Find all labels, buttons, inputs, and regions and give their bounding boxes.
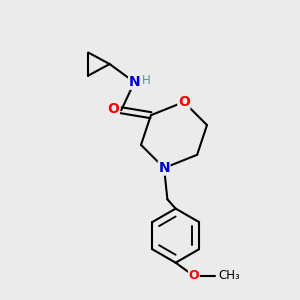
Text: H: H <box>141 74 150 87</box>
Text: O: O <box>178 95 190 109</box>
Text: N: N <box>158 161 170 175</box>
Text: N: N <box>129 75 140 89</box>
Text: O: O <box>107 102 119 116</box>
Text: CH₃: CH₃ <box>218 269 240 282</box>
Text: O: O <box>188 269 199 282</box>
